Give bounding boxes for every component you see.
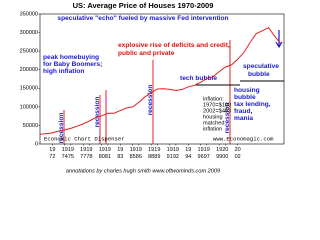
x-tick-label: 19 92 — [173, 147, 179, 160]
y-tick-label: 100000 — [20, 104, 38, 110]
annotation: bubble — [234, 94, 256, 101]
annotation: housing — [203, 114, 223, 120]
annotation: speculative — [243, 63, 279, 70]
bubble-lines — [195, 80, 284, 86]
x-tick-label: 19 78 — [86, 147, 92, 160]
annotation: mania — [234, 115, 253, 122]
y-tick-label: 50000 — [23, 123, 38, 129]
arrow — [275, 30, 283, 49]
annotation: 2002=$463 — [203, 108, 231, 114]
annotation: recession — [224, 103, 231, 134]
annotation: recession — [58, 113, 65, 144]
x-tick-label: 19 94 — [185, 147, 191, 160]
x-tick-label: 19 97 — [204, 147, 210, 160]
x-tick-label: 19 89 — [154, 147, 160, 160]
y-tick-label: 250000 — [20, 49, 38, 55]
x-tick-label: 19 74 — [62, 147, 68, 160]
annotation: recession — [147, 85, 154, 116]
watermark: Economic Chart Dispenser — [44, 135, 125, 142]
y-tick-label: 350000 — [20, 11, 38, 17]
y-tick-label: 150000 — [20, 86, 38, 92]
annotation: 1970=$100 — [203, 102, 231, 108]
x-tick-label: 19 80 — [99, 147, 105, 160]
annotation: tax lending, — [234, 101, 271, 108]
annotation: fraud, — [234, 108, 252, 115]
annotation: explosive rise of deficits and credit, — [118, 42, 230, 49]
annotation: inflation — [203, 126, 222, 132]
x-tick-label: 19 77 — [80, 147, 86, 160]
x-tick-label: 19 83 — [117, 147, 123, 160]
y-tick-label: 0 — [35, 141, 38, 147]
series-line — [39, 27, 282, 135]
annotation: housing — [234, 87, 260, 94]
x-tick-label: 19 75 — [68, 147, 74, 160]
annotation: bubble — [248, 71, 270, 78]
chart: US: Average Price of Houses 1970-2009 sp… — [20, 1, 285, 174]
annotation: tech bubble — [180, 75, 217, 82]
footer: annotations by charles hugh smith www.of… — [66, 168, 220, 174]
x-tick-label: 20 02 — [235, 147, 241, 160]
annotation: for Baby Boomers; — [43, 61, 102, 68]
annotation: matched — [203, 120, 224, 126]
y-tick-label: 300000 — [20, 30, 38, 36]
x-tick-label: 19 86 — [136, 147, 142, 160]
y-tick-label: 200000 — [20, 67, 38, 73]
x-tick-label: 19 85 — [130, 147, 136, 160]
annotation: recession — [94, 97, 101, 128]
x-tick-label: 19 72 — [49, 147, 55, 160]
annotation: public and private — [118, 50, 175, 57]
plot-frame — [39, 13, 285, 145]
x-tick-label: 20 00 — [222, 147, 228, 160]
recession-lines — [63, 40, 231, 144]
chart-title: US: Average Price of Houses 1970-2009 — [73, 1, 214, 10]
x-tick-label: 19 91 — [167, 147, 173, 160]
annotation: high inflation — [43, 68, 84, 75]
x-tick-label: 19 96 — [198, 147, 204, 160]
x-tick-label: 19 88 — [148, 147, 154, 160]
x-tick-label: 19 81 — [105, 147, 111, 160]
watermark: www.Economagic.com — [213, 135, 274, 142]
annotation: inflation: — [203, 96, 224, 102]
annotation: speculative "echo" fueled by massive Fed… — [57, 15, 228, 22]
x-tick-label: 19 99 — [216, 147, 222, 160]
annotation: peak homebuying — [43, 54, 99, 61]
